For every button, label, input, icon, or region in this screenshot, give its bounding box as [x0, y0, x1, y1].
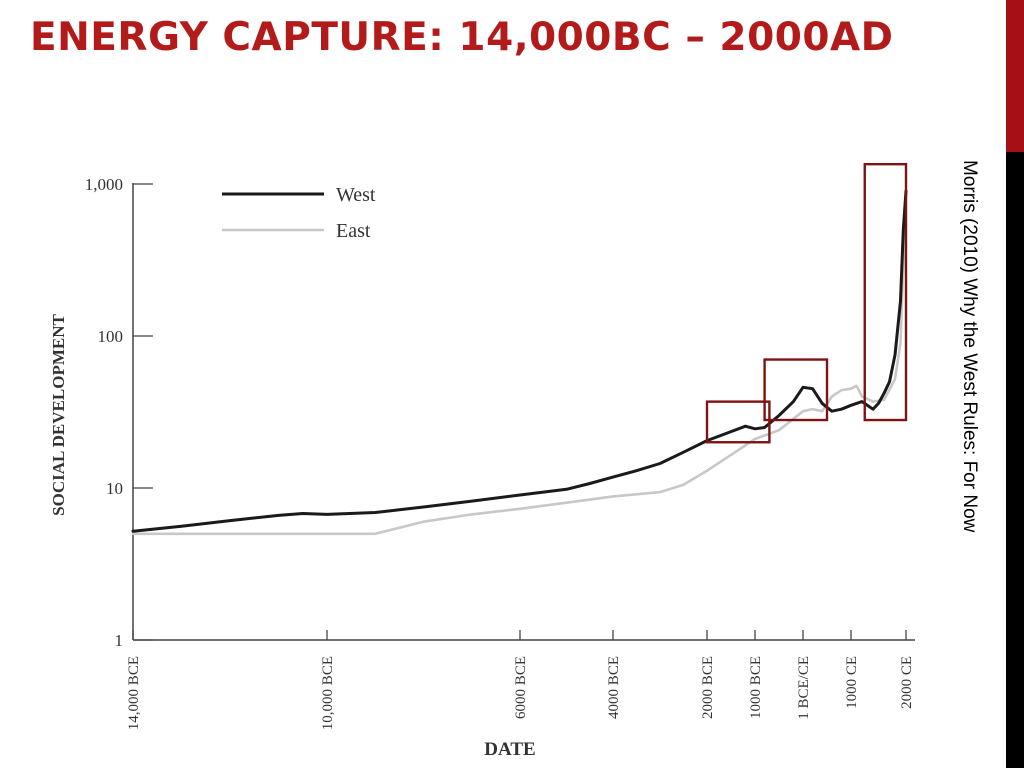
series-line-west: [131, 189, 908, 533]
x-axis-label: DATE: [484, 739, 535, 760]
chart-legend: West East: [222, 184, 376, 242]
y-tick-label: 1,000: [85, 175, 123, 194]
decorative-red-bar: [1006, 0, 1024, 152]
x-tick-label: 1000 BCE: [748, 656, 764, 719]
legend-label-west: West: [336, 184, 376, 206]
highlight-box-3: [863, 162, 908, 422]
x-tick-label: 4000 BCE: [606, 656, 622, 719]
x-tick-label: 1000 CE: [844, 656, 860, 709]
x-tick-label: 2000 BCE: [700, 656, 716, 719]
x-tick-label: 2000 CE: [899, 656, 915, 709]
chart-axes: 1 10 100 1,000 14,000 BCE 10,000 BCE 6000 BCE 4…: [49, 175, 915, 760]
slide-title: ENERGY CAPTURE: 14,000BC – 2000AD: [30, 15, 894, 60]
highlight-box-1: [705, 400, 771, 444]
citation-text: Morris (2010) Why the West Rules: For No…: [959, 160, 980, 533]
x-tick-label: 10,000 BCE: [320, 656, 336, 730]
y-axis-label: SOCIAL DEVELOPMENT: [49, 314, 68, 516]
y-tick-label: 100: [98, 327, 124, 346]
chart-series: [131, 189, 908, 536]
highlight-boxes: [705, 162, 908, 444]
series-line-east: [131, 222, 908, 536]
x-tick-label: 1 BCE/CE: [796, 656, 812, 720]
y-tick-label: 1: [115, 631, 124, 650]
highlight-box-2: [763, 358, 829, 422]
y-tick-label: 10: [106, 479, 123, 498]
x-tick-label: 6000 BCE: [513, 656, 529, 719]
legend-label-east: East: [336, 220, 371, 242]
decorative-black-bar: [1006, 152, 1024, 768]
social-development-chart: 1 10 100 1,000 14,000 BCE 10,000 BCE 6000 BCE 4…: [49, 162, 915, 760]
x-tick-label: 14,000 BCE: [126, 656, 142, 730]
